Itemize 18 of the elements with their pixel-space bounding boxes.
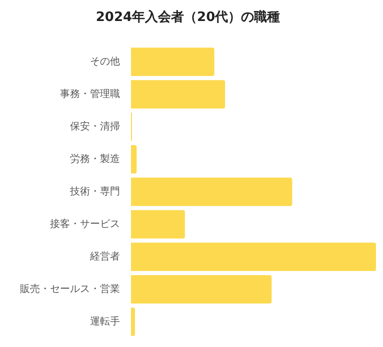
- bar: [131, 80, 226, 109]
- bar: [131, 145, 137, 174]
- bar: [131, 48, 214, 76]
- y-tick-label: 技術・専門: [69, 185, 120, 198]
- y-tick-label: 労務・製造: [70, 152, 120, 165]
- y-tick-label: 事務・管理職: [60, 88, 120, 100]
- bar: [131, 242, 376, 271]
- y-tick-label: その他: [90, 55, 120, 68]
- y-tick-label: 経営者: [89, 250, 120, 262]
- chart-title: 2024年入会者（20代）の職種: [96, 9, 280, 26]
- bar: [131, 178, 292, 206]
- bar: [131, 210, 185, 238]
- bar: [131, 308, 135, 336]
- bar: [131, 275, 272, 304]
- y-tick-label: 運転手: [90, 315, 120, 328]
- y-tick-label: 販売・セールス・営業: [20, 282, 120, 295]
- y-tick-label: 接客・サービス: [50, 218, 120, 230]
- y-tick-label: 保安・清掃: [70, 120, 120, 132]
